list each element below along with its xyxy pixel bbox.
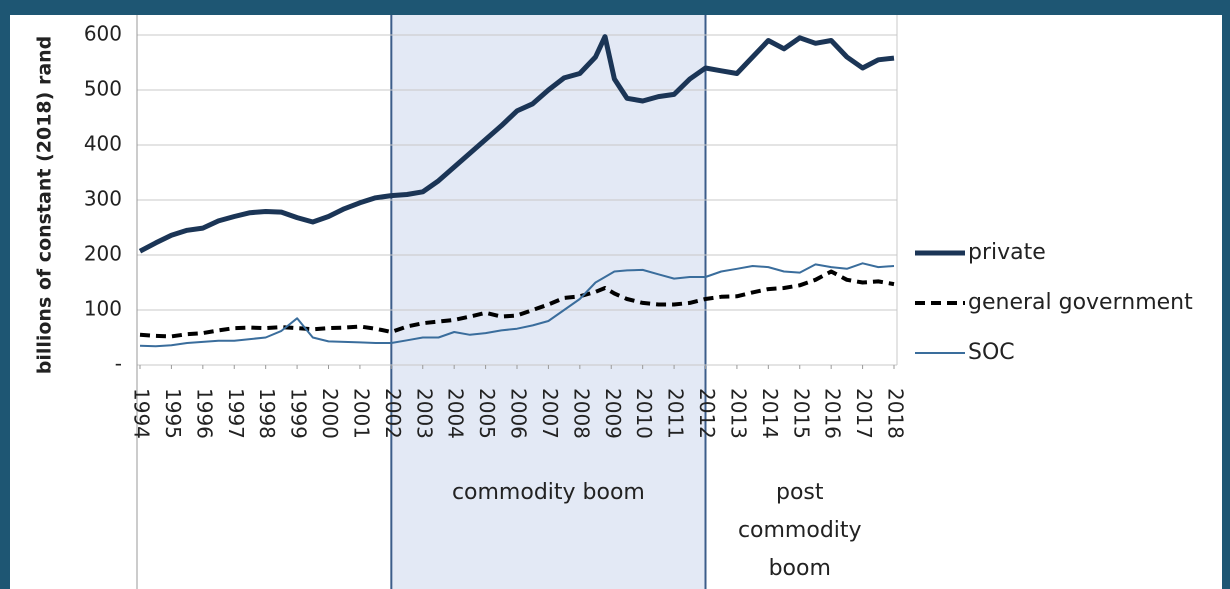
y-tick-label: -: [115, 352, 122, 376]
x-tick-label: 2012: [695, 388, 719, 439]
legend-label: SOC: [968, 340, 1015, 365]
series-line: [139, 269, 895, 339]
x-tick-label: 2011: [664, 388, 688, 439]
x-tick-label: 2006: [507, 388, 531, 439]
x-tick-label: 1996: [192, 388, 216, 439]
x-tick-label: 2018: [884, 388, 908, 439]
x-tick-label: 2016: [821, 388, 845, 439]
y-tick-label: 500: [84, 77, 122, 101]
x-tick-label: 1997: [224, 388, 248, 439]
region-label: post commodity boom: [737, 480, 862, 581]
region-label: commodity boom: [451, 480, 645, 505]
series-line: [138, 34, 895, 254]
x-tick-label: 2008: [569, 388, 593, 439]
x-tick-label: 2001: [349, 388, 373, 439]
series-line: [139, 262, 895, 348]
y-tick-label: 600: [84, 22, 122, 46]
x-tick-label: 2000: [318, 388, 342, 439]
legend-label: private: [968, 240, 1046, 265]
x-tick-label: 1999: [287, 388, 311, 439]
y-tick-label: 200: [84, 242, 122, 266]
x-tick-label: 2010: [632, 388, 656, 439]
x-tick-label: 1994: [130, 388, 154, 439]
x-tick-label: 1995: [161, 388, 185, 439]
legend-label: general government: [968, 290, 1193, 315]
x-tick-label: 2009: [601, 388, 625, 439]
x-tick-label: 2015: [789, 388, 813, 439]
x-tick-label: 2004: [444, 388, 468, 439]
x-tick-label: 2014: [758, 388, 782, 439]
shaded-region: [391, 15, 706, 589]
x-tick-label: 2005: [475, 388, 499, 439]
x-tick-label: 2017: [852, 388, 876, 439]
x-tick-label: 2007: [538, 388, 562, 439]
y-tick-label: 100: [84, 297, 122, 321]
x-tick-label: 2003: [412, 388, 436, 439]
y-tick-label: 400: [84, 132, 122, 156]
x-tick-label: 2013: [726, 388, 750, 439]
x-tick-label: 1998: [255, 388, 279, 439]
y-axis-label: billions of constant (2018) rand: [34, 36, 56, 375]
x-tick-label: 2002: [381, 388, 405, 439]
y-tick-label: 300: [84, 187, 122, 211]
